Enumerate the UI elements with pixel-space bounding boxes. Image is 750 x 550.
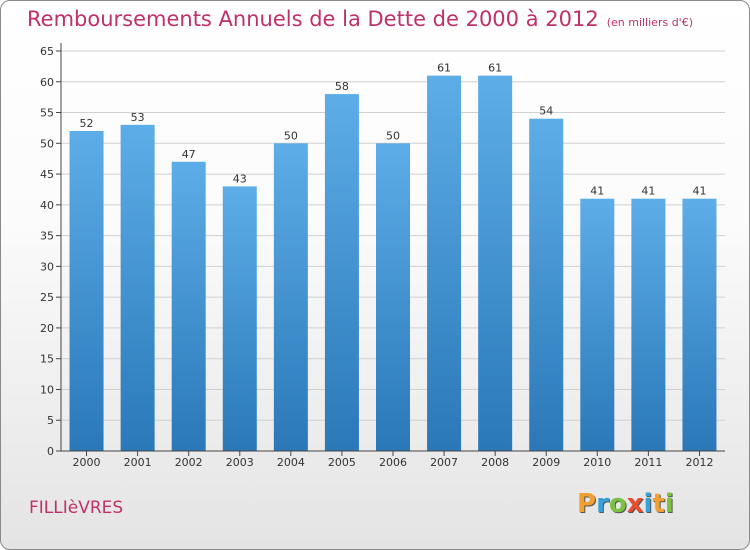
bar — [580, 198, 615, 451]
y-tick-label: 65 — [40, 45, 54, 58]
y-tick-label: 60 — [40, 76, 54, 89]
value-label: 61 — [437, 62, 451, 75]
value-label: 43 — [233, 172, 247, 185]
logo-letter: x — [626, 489, 644, 519]
bar — [171, 161, 206, 451]
y-tick-label: 5 — [47, 414, 54, 427]
y-tick-label: 15 — [40, 353, 54, 366]
bar — [273, 143, 308, 452]
axes: 0 5 10 15 20 25 30 35 40 45 50 55 60 65 2000 2001 2002 20… — [40, 43, 725, 469]
bars: 52 53 47 43 50 58 50 61 61 54 41 41 41 — [69, 62, 717, 452]
bar — [478, 75, 513, 451]
y-tick-label: 40 — [40, 199, 54, 212]
x-tick-label: 2000 — [73, 456, 101, 469]
bar — [631, 198, 666, 451]
value-label: 47 — [182, 148, 196, 161]
value-label: 54 — [539, 105, 553, 118]
x-tick-label: 2003 — [226, 456, 254, 469]
y-tick-label: 10 — [40, 383, 54, 396]
y-tick-label: 35 — [40, 230, 54, 243]
logo-letter: i — [643, 489, 653, 519]
bar — [376, 143, 410, 452]
value-label: 53 — [131, 111, 145, 124]
value-label: 52 — [80, 117, 94, 130]
x-tick-label: 2007 — [430, 456, 458, 469]
value-label: 41 — [641, 185, 655, 198]
value-label: 41 — [692, 185, 706, 198]
chart-title-text: Remboursements Annuels de la Dette de 20… — [27, 7, 599, 31]
y-tick-label: 55 — [40, 107, 54, 120]
value-label: 41 — [590, 185, 604, 198]
bar — [324, 94, 359, 452]
y-tick-label: 30 — [40, 260, 54, 273]
bar — [427, 75, 462, 451]
y-tick-label: 20 — [40, 322, 54, 335]
x-tick-label: 2002 — [175, 456, 203, 469]
logo-letter: o — [608, 489, 627, 519]
y-tick-label: 50 — [40, 137, 54, 150]
y-tick-label: 0 — [47, 445, 54, 458]
logo-letter: t — [652, 489, 665, 519]
x-tick-label: 2012 — [685, 456, 713, 469]
logo-letter: P — [577, 489, 597, 519]
x-tick-label: 2011 — [634, 456, 662, 469]
value-label: 61 — [488, 62, 502, 75]
value-label: 50 — [386, 129, 400, 142]
x-tick-label: 2006 — [379, 456, 407, 469]
bar — [529, 118, 564, 451]
bar — [222, 186, 257, 451]
value-label: 58 — [335, 80, 349, 93]
chart-unit-label: (en milliers d'€) — [606, 16, 693, 29]
x-tick-label: 2010 — [583, 456, 611, 469]
proxiti-logo: Proxiti — [577, 489, 674, 519]
bar — [120, 124, 155, 451]
x-tick-label: 2005 — [328, 456, 356, 469]
bar — [682, 198, 717, 451]
y-tick-label: 25 — [40, 291, 54, 304]
value-label: 50 — [284, 129, 298, 142]
logo-letter: r — [596, 489, 609, 519]
x-tick-label: 2008 — [481, 456, 509, 469]
bar — [69, 131, 104, 451]
x-tick-label: 2009 — [532, 456, 560, 469]
commune-name: FILLIèVRES — [29, 498, 124, 518]
x-tick-label: 2001 — [124, 456, 152, 469]
y-tick-label: 45 — [40, 168, 54, 181]
x-tick-label: 2004 — [277, 456, 305, 469]
chart-title: Remboursements Annuels de la Dette de 20… — [27, 7, 693, 31]
logo-letter: i — [664, 489, 674, 519]
